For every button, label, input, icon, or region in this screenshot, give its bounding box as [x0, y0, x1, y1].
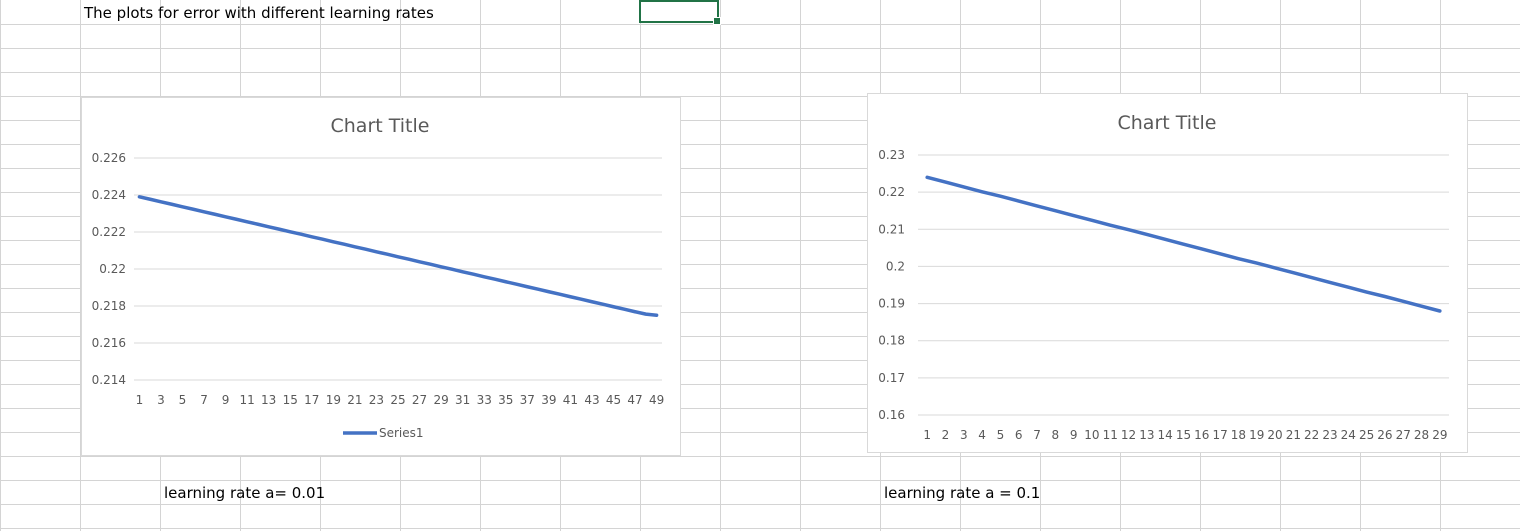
y-tick-label: 0.19: [878, 297, 905, 311]
x-tick-label: 13: [1139, 428, 1154, 442]
x-tick-label: 31: [455, 393, 470, 407]
x-tick-label: 11: [240, 393, 255, 407]
x-tick-label: 26: [1377, 428, 1392, 442]
x-tick-label: 23: [1322, 428, 1337, 442]
chart2-svg: Chart Title 0.16 0.17 0.18 0.19 0.2 0.21 0.22 0.…: [878, 112, 1449, 442]
y-tick-label: 0.22: [878, 185, 905, 199]
series-line[interactable]: [925, 175, 1442, 313]
x-tick-label: 7: [1033, 428, 1041, 442]
y-tick-label: 0.2: [886, 259, 905, 273]
x-tick-label: 14: [1158, 428, 1173, 442]
y-tick-label: 0.21: [878, 222, 905, 236]
selected-cell[interactable]: [639, 0, 721, 25]
x-tick-label: 11: [1103, 428, 1118, 442]
label-learning-rate-01[interactable]: learning rate a = 0.1: [884, 484, 1041, 502]
y-tick-label: 0.17: [878, 371, 905, 385]
x-tick-label: 47: [627, 393, 642, 407]
y-tick-label: 0.222: [92, 225, 126, 239]
x-tick-label: 33: [477, 393, 492, 407]
y-tick-label: 0.23: [878, 148, 905, 162]
x-tick-label: 18: [1231, 428, 1246, 442]
x-tick-label: 20: [1267, 428, 1282, 442]
y-tick-label: 0.16: [878, 408, 905, 422]
chart-learning-rate-0-1[interactable]: Chart Title 0.16 0.17 0.18 0.19 0.2 0.21 0.22 0.…: [867, 93, 1468, 453]
legend-label[interactable]: Series1: [379, 426, 424, 440]
y-tick-label: 0.218: [92, 299, 126, 313]
y-tick-label: 0.18: [878, 334, 905, 348]
x-tick-label: 9: [1070, 428, 1078, 442]
y-tick-label: 0.22: [99, 262, 126, 276]
chart-title[interactable]: Chart Title: [1118, 112, 1217, 134]
y-tick-label: 0.226: [92, 151, 126, 165]
series-line[interactable]: [137, 195, 659, 317]
y-tick-label: 0.224: [92, 188, 126, 202]
x-tick-label: 1: [136, 393, 144, 407]
x-tick-label: 5: [179, 393, 187, 407]
x-tick-label: 13: [261, 393, 276, 407]
x-tick-label: 45: [606, 393, 621, 407]
x-tick-label: 1: [923, 428, 931, 442]
x-tick-label: 22: [1304, 428, 1319, 442]
x-tick-label: 7: [200, 393, 208, 407]
x-tick-label: 5: [997, 428, 1005, 442]
x-tick-label: 35: [498, 393, 513, 407]
x-tick-label: 49: [649, 393, 664, 407]
x-tick-label: 21: [1286, 428, 1301, 442]
x-tick-label: 39: [541, 393, 556, 407]
x-tick-label: 41: [563, 393, 578, 407]
x-tick-label: 43: [584, 393, 599, 407]
x-tick-label: 21: [347, 393, 362, 407]
x-tick-label: 2: [942, 428, 950, 442]
x-tick-label: 16: [1194, 428, 1209, 442]
x-tick-label: 19: [1249, 428, 1264, 442]
chart-learning-rate-0-01[interactable]: Chart Title 0.214 0.216 0.218 0.22 0.222 0.224…: [81, 97, 681, 456]
x-tick-label: 15: [283, 393, 298, 407]
x-tick-label: 3: [157, 393, 165, 407]
x-tick-label: 28: [1414, 428, 1429, 442]
chart-title[interactable]: Chart Title: [331, 115, 430, 137]
x-tick-label: 17: [1212, 428, 1227, 442]
chart1-svg: Chart Title 0.214 0.216 0.218 0.22 0.222 0.224…: [92, 115, 665, 440]
x-tick-label: 27: [1396, 428, 1411, 442]
x-tick-label: 19: [326, 393, 341, 407]
x-tick-label: 24: [1341, 428, 1356, 442]
label-learning-rate-001[interactable]: learning rate a= 0.01: [164, 484, 326, 502]
x-tick-label: 3: [960, 428, 968, 442]
x-tick-label: 8: [1052, 428, 1060, 442]
fill-handle[interactable]: [713, 17, 721, 25]
y-tick-label: 0.216: [92, 336, 126, 350]
y-tick-label: 0.214: [92, 373, 126, 387]
sheet-heading[interactable]: The plots for error with different learn…: [84, 4, 434, 22]
x-tick-label: 25: [1359, 428, 1374, 442]
x-tick-label: 29: [433, 393, 448, 407]
x-tick-label: 23: [369, 393, 384, 407]
x-tick-label: 15: [1176, 428, 1191, 442]
x-tick-label: 17: [304, 393, 319, 407]
x-tick-label: 6: [1015, 428, 1023, 442]
x-tick-label: 25: [390, 393, 405, 407]
x-tick-label: 12: [1121, 428, 1136, 442]
x-tick-label: 10: [1084, 428, 1099, 442]
x-tick-label: 37: [520, 393, 535, 407]
x-tick-label: 29: [1432, 428, 1447, 442]
x-tick-label: 9: [222, 393, 230, 407]
x-tick-label: 4: [978, 428, 986, 442]
x-tick-label: 27: [412, 393, 427, 407]
